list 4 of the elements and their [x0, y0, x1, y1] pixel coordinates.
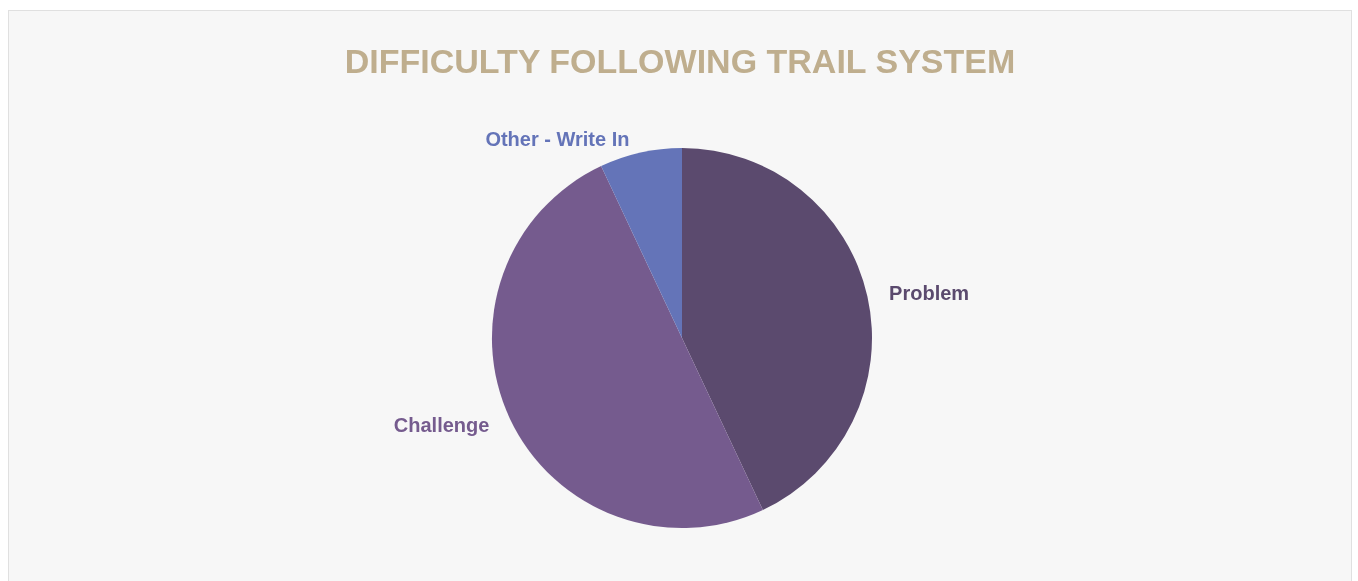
- slice-label: Other - Write In: [485, 127, 630, 150]
- slice-label: Challenge: [393, 413, 490, 436]
- slice-label: Problem: [889, 282, 970, 305]
- chart-title: DIFFICULTY FOLLOWING TRAIL SYSTEM: [344, 42, 1016, 80]
